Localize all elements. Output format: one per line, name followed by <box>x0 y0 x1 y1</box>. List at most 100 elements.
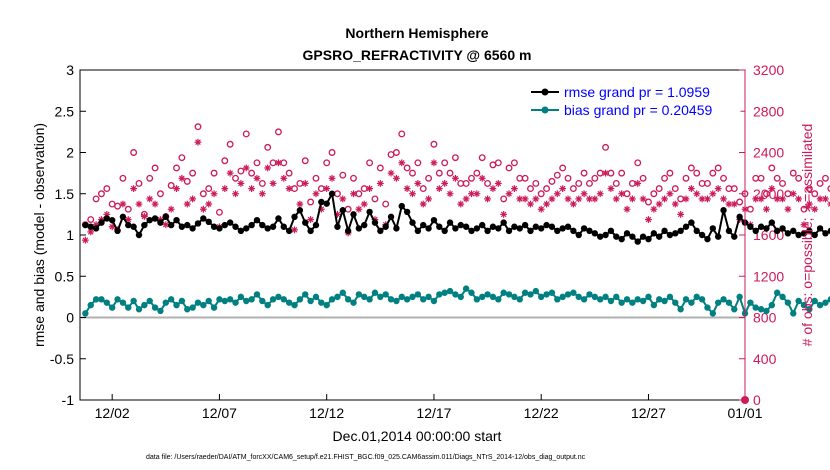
rmse-point <box>328 190 336 197</box>
assimilated-obs-point <box>387 169 395 177</box>
bias-point <box>307 297 314 305</box>
assimilated-obs-point <box>521 195 529 203</box>
possible-obs-point <box>510 159 518 167</box>
rmse-point <box>82 221 89 229</box>
y-right-tick-label: 3200 <box>753 62 784 78</box>
bias-point <box>285 299 293 306</box>
bias-point <box>725 299 733 306</box>
bias-point <box>82 310 89 317</box>
bias-point <box>800 301 808 309</box>
possible-obs-point <box>210 169 218 177</box>
bias-point <box>597 296 604 303</box>
bias-point <box>350 299 357 306</box>
assimilated-obs-point <box>253 174 261 182</box>
assimilated-obs-point <box>285 185 293 192</box>
possible-obs-point <box>789 169 797 177</box>
rmse-line <box>85 190 830 243</box>
assimilated-obs-point <box>763 205 770 213</box>
assimilated-obs-point <box>827 201 830 207</box>
possible-obs-point <box>451 154 459 162</box>
bias-point <box>302 291 309 298</box>
bias-point <box>457 293 464 301</box>
possible-obs-point <box>757 174 765 182</box>
possible-obs-point <box>414 159 422 167</box>
rmse-point <box>806 227 813 235</box>
assimilated-obs-point <box>650 205 658 213</box>
rmse-point <box>639 233 647 240</box>
bias-point <box>570 289 577 296</box>
rmse-point <box>446 219 454 226</box>
possible-obs-point <box>382 200 390 208</box>
bias-point <box>538 293 545 301</box>
bias-point <box>468 289 475 296</box>
possible-obs-point <box>468 174 475 182</box>
possible-obs-point <box>232 174 239 182</box>
rmse-point <box>264 225 271 232</box>
bias-point <box>382 291 389 298</box>
rmse-point <box>747 223 754 230</box>
assimilated-obs-point <box>655 200 663 208</box>
rmse-point <box>602 231 609 239</box>
assimilated-obs-point <box>494 180 502 187</box>
rmse-point <box>709 225 717 232</box>
assimilated-obs-point <box>312 190 320 198</box>
rmse-point <box>779 225 786 232</box>
rmse-point <box>505 227 513 235</box>
bias-point <box>613 293 620 301</box>
possible-obs-point <box>376 164 384 172</box>
bias-point <box>135 306 143 313</box>
possible-obs-point <box>301 157 309 165</box>
legend-rmse-label: rmse grand pr = 1.0959 <box>564 84 710 100</box>
rmse-point <box>334 223 341 230</box>
assimilated-obs-point <box>591 195 599 203</box>
bias-point <box>323 301 330 309</box>
x-axis-ticks: 12/02 12/07 12/12 12/17 12/22 12/27 01/01 <box>95 394 763 421</box>
rmse-point <box>119 213 127 221</box>
possible-obs-series <box>81 123 830 229</box>
bias-point <box>108 304 116 311</box>
rmse-point <box>661 227 668 235</box>
possible-obs-point <box>258 179 266 187</box>
assimilated-obs-point <box>409 190 416 198</box>
bias-point <box>822 299 829 306</box>
bias-point <box>575 293 582 301</box>
bias-point <box>184 306 191 313</box>
rmse-point <box>92 225 100 232</box>
possible-obs-point <box>435 169 443 177</box>
possible-obs-point <box>580 169 588 177</box>
bias-point <box>618 299 625 306</box>
possible-obs-point <box>264 143 272 151</box>
assimilated-obs-point <box>425 195 432 203</box>
rmse-point <box>420 221 427 229</box>
rmse-point <box>511 223 518 230</box>
y-tick-label: 0.5 <box>55 268 75 284</box>
bias-point <box>114 296 121 303</box>
assimilated-obs-point <box>435 185 443 192</box>
possible-obs-point <box>156 190 164 198</box>
possible-obs-point <box>494 159 502 167</box>
possible-obs-point <box>800 205 808 213</box>
assimilated-obs-point <box>119 200 127 208</box>
assimilated-obs-point <box>709 190 717 198</box>
possible-obs-point <box>763 190 770 198</box>
assimilated-obs-point <box>275 159 282 167</box>
possible-obs-point <box>661 174 669 182</box>
bias-point <box>757 306 765 313</box>
rmse-point <box>543 221 550 229</box>
bias-point <box>650 301 658 309</box>
rmse-point <box>162 213 170 221</box>
assimilated-obs-point <box>355 205 363 213</box>
possible-obs-point <box>462 179 470 187</box>
assimilated-obs-point <box>376 180 384 187</box>
x-tick-label: 12/27 <box>631 405 666 421</box>
bias-point <box>398 293 405 301</box>
assimilated-obs-point <box>730 200 738 208</box>
assimilated-obs-point <box>178 174 186 182</box>
assimilated-obs-point <box>811 205 819 213</box>
assimilated-obs-point <box>462 195 470 203</box>
possible-obs-point <box>392 149 400 156</box>
assimilated-obs-point <box>221 185 229 192</box>
rmse-point <box>232 223 239 230</box>
assimilated-obs-point <box>687 185 695 192</box>
bias-point <box>243 297 250 305</box>
